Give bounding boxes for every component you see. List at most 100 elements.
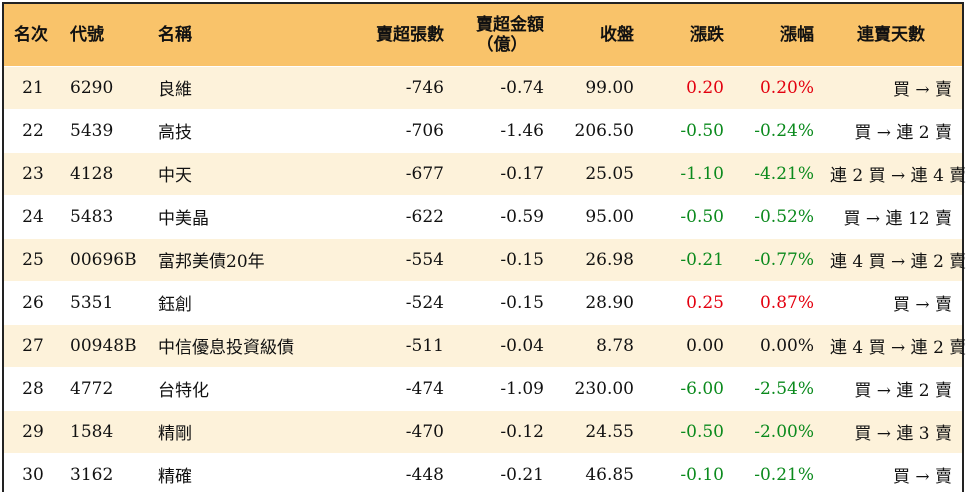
cell-code: 5351 xyxy=(62,280,150,324)
header-row: 名次 代號 名稱 賣超張數 賣超金額 （億） 收盤 漲跌 漲幅 連賣天數 xyxy=(4,4,962,66)
cell-net-sold-amount: -0.15 xyxy=(452,237,552,281)
cell-rank: 22 xyxy=(4,108,62,152)
cell-close: 230.00 xyxy=(552,366,642,410)
cell-code: 3162 xyxy=(62,452,150,496)
table-row: 21 6290 良維 -746 -0.74 99.00 0.20 0.20% 買… xyxy=(4,65,962,109)
cell-name: 精剛 xyxy=(150,409,326,453)
table-row: 24 5483 中美晶 -622 -0.59 95.00 -0.50 -0.52… xyxy=(4,194,962,238)
cell-change: 0.00 xyxy=(642,323,732,367)
header-streak: 連賣天數 xyxy=(857,24,925,45)
table-row: 27 00948B 中信優息投資級債 -511 -0.04 8.78 0.00 … xyxy=(4,323,966,367)
cell-name: 中美晶 xyxy=(150,194,326,238)
cell-net-sold-amount: -0.59 xyxy=(452,194,552,238)
cell-name: 高技 xyxy=(150,108,326,152)
table-row: 30 3162 精確 -448 -0.21 46.85 -0.10 -0.21%… xyxy=(4,452,962,496)
cell-name: 鈺創 xyxy=(150,280,326,324)
cell-close: 26.98 xyxy=(552,237,642,281)
cell-net-sold-amount: -0.15 xyxy=(452,280,552,324)
header-change-pct: 漲幅 xyxy=(780,24,814,45)
cell-net-sold-lots: -474 xyxy=(326,366,452,410)
cell-change: -0.10 xyxy=(642,452,732,496)
cell-name: 精確 xyxy=(150,452,326,496)
cell-change-pct: 0.20% xyxy=(732,65,822,109)
cell-name: 中天 xyxy=(150,151,326,195)
cell-streak: 連 4 買 → 連 2 賣 xyxy=(822,323,966,367)
cell-streak: 連 2 買 → 連 4 賣 xyxy=(822,151,966,195)
table-header: 名次 代號 名稱 賣超張數 賣超金額 （億） 收盤 漲跌 漲幅 連賣天數 xyxy=(4,4,962,66)
cell-net-sold-amount: -0.17 xyxy=(452,151,552,195)
header-net-sold-amount: 賣超金額 （億） xyxy=(452,4,552,66)
cell-change-pct: -0.77% xyxy=(732,237,822,281)
cell-rank: 21 xyxy=(4,65,62,109)
cell-code: 4772 xyxy=(62,366,150,410)
cell-close: 95.00 xyxy=(552,194,642,238)
cell-rank: 26 xyxy=(4,280,62,324)
cell-change: -6.00 xyxy=(642,366,732,410)
cell-net-sold-amount: -1.46 xyxy=(452,108,552,152)
header-change: 漲跌 xyxy=(690,24,724,45)
header-close: 收盤 xyxy=(600,24,634,45)
cell-change: 0.20 xyxy=(642,65,732,109)
cell-code: 1584 xyxy=(62,409,150,453)
cell-rank: 23 xyxy=(4,151,62,195)
table-row: 29 1584 精剛 -470 -0.12 24.55 -0.50 -2.00%… xyxy=(4,409,962,453)
cell-code: 6290 xyxy=(62,65,150,109)
cell-net-sold-amount: -0.21 xyxy=(452,452,552,496)
cell-net-sold-amount: -0.04 xyxy=(452,323,552,367)
cell-streak: 買 → 連 2 賣 xyxy=(822,366,962,410)
cell-rank: 27 xyxy=(4,323,62,367)
cell-close: 46.85 xyxy=(552,452,642,496)
cell-net-sold-lots: -622 xyxy=(326,194,452,238)
cell-net-sold-lots: -524 xyxy=(326,280,452,324)
cell-close: 28.90 xyxy=(552,280,642,324)
cell-code: 00948B xyxy=(62,323,150,367)
cell-streak: 買 → 賣 xyxy=(822,452,962,496)
cell-change: -0.50 xyxy=(642,409,732,453)
cell-close: 8.78 xyxy=(552,323,642,367)
cell-code: 5439 xyxy=(62,108,150,152)
cell-change: -0.50 xyxy=(642,194,732,238)
cell-change: -0.50 xyxy=(642,108,732,152)
net-sell-ranking-table: 名次 代號 名稱 賣超張數 賣超金額 （億） 收盤 漲跌 漲幅 連賣天數 21 … xyxy=(4,4,966,496)
cell-net-sold-lots: -554 xyxy=(326,237,452,281)
cell-rank: 24 xyxy=(4,194,62,238)
cell-streak: 買 → 賣 xyxy=(822,280,962,324)
cell-rank: 25 xyxy=(4,237,62,281)
cell-name: 中信優息投資級債 xyxy=(150,323,326,367)
header-net-sold-amount-line2: （億） xyxy=(476,34,528,55)
cell-change-pct: -2.00% xyxy=(732,409,822,453)
cell-close: 25.05 xyxy=(552,151,642,195)
table-row: 23 4128 中天 -677 -0.17 25.05 -1.10 -4.21%… xyxy=(4,151,966,195)
table-body: 21 6290 良維 -746 -0.74 99.00 0.20 0.20% 買… xyxy=(4,65,966,496)
cell-change-pct: -0.24% xyxy=(732,108,822,152)
cell-close: 206.50 xyxy=(552,108,642,152)
cell-net-sold-lots: -511 xyxy=(326,323,452,367)
cell-change-pct: -2.54% xyxy=(732,366,822,410)
cell-name: 富邦美債20年 xyxy=(150,237,326,281)
cell-change-pct: 0.87% xyxy=(732,280,822,324)
cell-close: 24.55 xyxy=(552,409,642,453)
cell-streak: 買 → 連 3 賣 xyxy=(822,409,962,453)
cell-close: 99.00 xyxy=(552,65,642,109)
table-row: 25 00696B 富邦美債20年 -554 -0.15 26.98 -0.21… xyxy=(4,237,966,281)
cell-code: 5483 xyxy=(62,194,150,238)
cell-rank: 28 xyxy=(4,366,62,410)
cell-name: 良維 xyxy=(150,65,326,109)
table-row: 28 4772 台特化 -474 -1.09 230.00 -6.00 -2.5… xyxy=(4,366,962,410)
cell-change-pct: -0.21% xyxy=(732,452,822,496)
header-rank: 名次 xyxy=(14,24,48,45)
cell-net-sold-lots: -448 xyxy=(326,452,452,496)
header-name: 名稱 xyxy=(158,24,192,45)
cell-net-sold-amount: -0.12 xyxy=(452,409,552,453)
cell-code: 00696B xyxy=(62,237,150,281)
cell-streak: 連 4 買 → 連 2 賣 xyxy=(822,237,966,281)
cell-streak: 買 → 賣 xyxy=(822,65,962,109)
cell-change: -1.10 xyxy=(642,151,732,195)
cell-net-sold-lots: -746 xyxy=(326,65,452,109)
cell-name: 台特化 xyxy=(150,366,326,410)
cell-rank: 30 xyxy=(4,452,62,496)
header-net-sold-lots: 賣超張數 xyxy=(376,24,444,45)
table-row: 22 5439 高技 -706 -1.46 206.50 -0.50 -0.24… xyxy=(4,108,962,152)
cell-change-pct: -0.52% xyxy=(732,194,822,238)
cell-rank: 29 xyxy=(4,409,62,453)
